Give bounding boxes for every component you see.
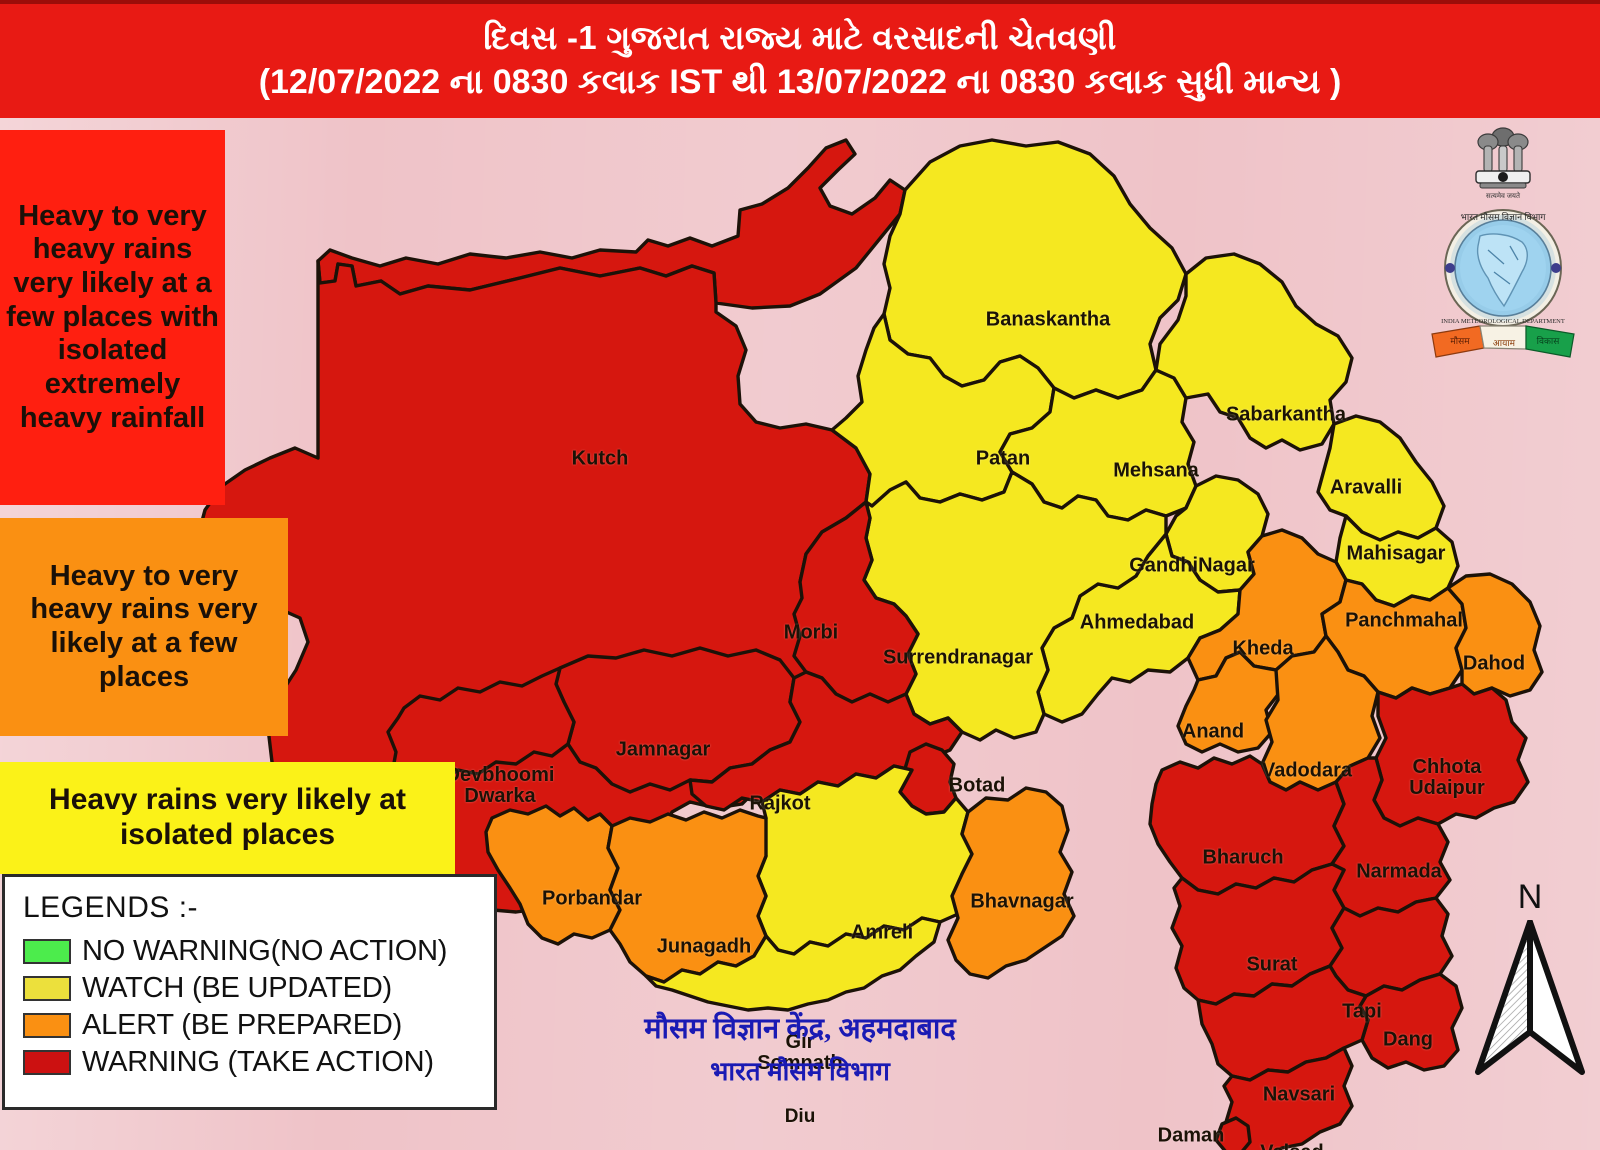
district-label-junagadh: Junagadh xyxy=(656,935,752,958)
district-shape-dahod xyxy=(1446,572,1544,698)
district-label-surrendranagar: Surrendranagar xyxy=(882,646,1034,669)
district-label-amreli: Amreli xyxy=(850,921,914,944)
district-label-surat: Surat xyxy=(1246,953,1298,976)
legend-row-watch: WATCH (BE UPDATED) xyxy=(23,970,494,1007)
imd-seal-icon: भारत मौसम विज्ञान विभाग INDIA METEOROLOG… xyxy=(1441,209,1565,327)
title-line-2: (12/07/2022 ના 0830 કલાક IST થી 13/07/20… xyxy=(258,63,1342,102)
legend-label-watch: WATCH (BE UPDATED) xyxy=(82,972,393,1004)
district-label-mehsana: Mehsana xyxy=(1113,459,1199,482)
warning-panel-red: Heavy to very heavy rains very likely at… xyxy=(0,130,225,505)
district-label-devbhoomi-dwarka: Devbhoomi Dwarka xyxy=(445,764,555,807)
legend-title: LEGENDS :- xyxy=(23,891,199,924)
svg-text:INDIA METEOROLOGICAL DEPARTMEN: INDIA METEOROLOGICAL DEPARTMENT xyxy=(1441,318,1565,325)
legend-swatch-alert xyxy=(23,1013,71,1038)
district-shape-morbi xyxy=(792,500,920,704)
district-label-dahod: Dahod xyxy=(1462,652,1526,675)
north-label: N xyxy=(1517,878,1543,916)
district-shape-sabarkantha xyxy=(1154,252,1354,452)
legend-box: LEGENDS :- NO WARNING(NO ACTION) WATCH (… xyxy=(2,874,497,1110)
district-label-bharuch: Bharuch xyxy=(1202,846,1284,869)
district-label-chhota-udaipur: Chhota Udaipur xyxy=(1409,756,1485,799)
imd-logo: सत्यमेव जयते भारत मौसम विज्ञान विभाग IND… xyxy=(1431,127,1575,358)
svg-text:मौसम: मौसम xyxy=(1450,335,1470,346)
map-area: .dist{stroke:#231a0e;stroke-width:2.2;st… xyxy=(0,118,1600,1150)
district-shape-anand xyxy=(1176,650,1282,754)
legend-label-warning: WARNING (TAKE ACTION) xyxy=(82,1046,434,1078)
legend-row-alert: ALERT (BE PREPARED) xyxy=(23,1007,494,1044)
svg-text:सत्यमेव जयते: सत्यमेव जयते xyxy=(1486,191,1521,200)
district-label-valsad: Valsad xyxy=(1260,1142,1323,1150)
district-shape-gir-somnath xyxy=(644,916,942,1012)
title-line-1: દિવસ -1 ગુજરાત રાજ્ય માટે વરસાદની ચેતવણી xyxy=(483,19,1117,57)
district-label-mahisagar: Mahisagar xyxy=(1346,542,1446,565)
district-label-morbi: Morbi xyxy=(783,621,839,644)
district-label-gandhinagar: GandhiNagar xyxy=(1129,554,1255,577)
district-label-banaskantha: Banaskantha xyxy=(985,308,1111,331)
district-label-ahmedabad: Ahmedabad xyxy=(1079,611,1195,634)
district-label-narmada: Narmada xyxy=(1356,860,1442,883)
district-label-tapi: Tapi xyxy=(1342,1000,1382,1023)
district-label-bhavnagar: Bhavnagar xyxy=(970,890,1074,913)
ashoka-emblem-icon: सत्यमेव जयते xyxy=(1475,127,1531,200)
district-label-dang: Dang xyxy=(1383,1028,1433,1051)
svg-text:आयाम: आयाम xyxy=(1493,338,1516,348)
district-label-kheda: Kheda xyxy=(1232,637,1294,660)
district-label-porbandar: Porbandar xyxy=(541,887,643,910)
legend-label-alert: ALERT (BE PREPARED) xyxy=(82,1009,403,1041)
district-label-rajkot: Rajkot xyxy=(749,792,811,815)
tricolour-ribbon-icon: मौसम आयाम विकास xyxy=(1431,325,1575,358)
district-label-anand: Anand xyxy=(1181,720,1245,743)
district-label-diu: Diu xyxy=(784,1106,816,1128)
title-banner: દિવસ -1 ગુજરાત રાજ્ય માટે વરસાદની ચેતવણી… xyxy=(0,0,1600,118)
legend-swatch-no-warning xyxy=(23,939,71,964)
district-shape-daman xyxy=(1214,1116,1252,1150)
district-label-botad: Botad xyxy=(948,774,1006,797)
credit-line-2: भारत मौसम विभाग xyxy=(710,1057,890,1086)
svg-text:विकास: विकास xyxy=(1537,335,1561,346)
credit-line-1: मौसम विज्ञान केंद्र, अहमदाबाद xyxy=(644,1013,956,1045)
district-label-panchmahal: Panchmahal xyxy=(1345,609,1463,632)
north-arrow: N xyxy=(1470,878,1590,1078)
district-label-navsari: Navsari xyxy=(1262,1083,1336,1106)
district-shape-bhavnagar xyxy=(946,786,1076,980)
warning-panel-yellow: Heavy rains very likely at isolated plac… xyxy=(0,762,455,874)
district-shape-chhota-udaipur xyxy=(1372,682,1530,828)
gujarat-district-map: .dist{stroke:#231a0e;stroke-width:2.2;st… xyxy=(116,138,1544,1150)
district-label-daman: Daman xyxy=(1157,1124,1225,1147)
legend-row-warning: WARNING (TAKE ACTION) xyxy=(23,1044,494,1081)
legend-swatch-warning xyxy=(23,1050,71,1075)
district-label-jamnagar: Jamnagar xyxy=(615,738,711,761)
svg-text:भारत मौसम विज्ञान विभाग: भारत मौसम विज्ञान विभाग xyxy=(1461,211,1547,222)
legend-swatch-watch xyxy=(23,976,71,1001)
legend-row-no-warning: NO WARNING(NO ACTION) xyxy=(23,933,494,970)
district-label-kutch: Kutch xyxy=(571,447,629,470)
warning-panel-orange: Heavy to very heavy rains very likely at… xyxy=(0,518,288,736)
district-label-gir-somnath: Gir Somnath xyxy=(757,1031,843,1074)
district-label-aravalli: Aravalli xyxy=(1329,476,1403,499)
district-label-vadodara: Vadodara xyxy=(1261,759,1353,782)
district-label-patan: Patan xyxy=(975,447,1031,470)
legend-label-no-warning: NO WARNING(NO ACTION) xyxy=(82,935,448,967)
north-arrow-icon xyxy=(1475,920,1585,1075)
district-label-sabarkantha: Sabarkantha xyxy=(1225,403,1347,426)
district-shape-porbandar xyxy=(484,804,622,946)
